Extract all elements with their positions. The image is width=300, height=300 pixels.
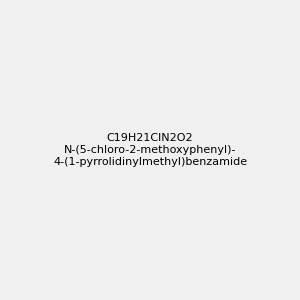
Text: C19H21ClN2O2
N-(5-chloro-2-methoxyphenyl)-
4-(1-pyrrolidinylmethyl)benzamide: C19H21ClN2O2 N-(5-chloro-2-methoxyphenyl… (53, 134, 247, 166)
